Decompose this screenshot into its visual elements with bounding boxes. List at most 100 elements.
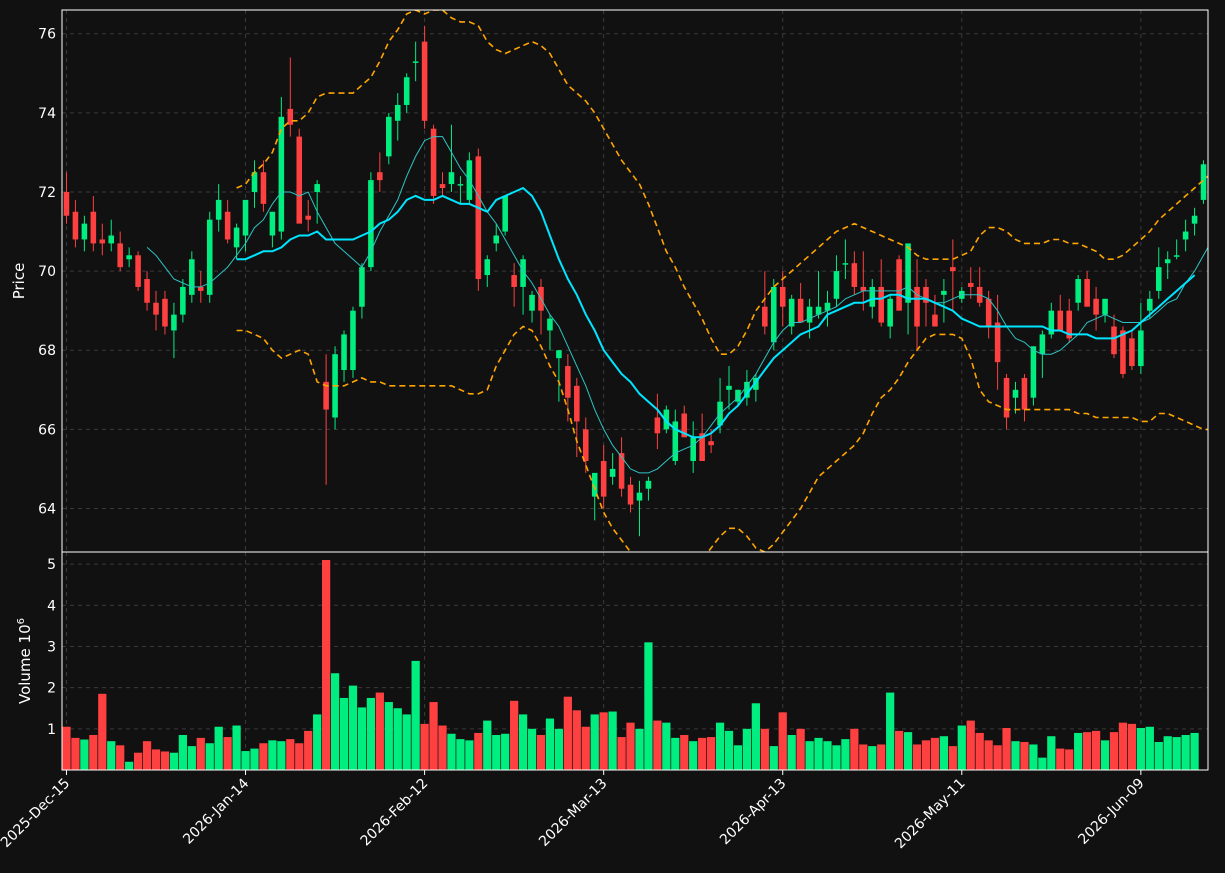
price-tick-label: 76 — [38, 27, 56, 43]
candle — [1021, 373, 1028, 422]
candle — [663, 405, 670, 434]
candle — [547, 314, 553, 351]
volume-bar — [1145, 726, 1154, 770]
candle — [341, 330, 347, 382]
candle-body — [1021, 377, 1028, 410]
candles — [63, 10, 1208, 552]
candle-body — [556, 350, 562, 359]
volume-bar — [1074, 732, 1083, 770]
volume-bar — [662, 722, 671, 770]
candle-body — [726, 385, 732, 390]
candle-body — [350, 310, 356, 371]
candle — [788, 294, 795, 335]
candle-body — [269, 211, 276, 236]
volume-bar — [787, 735, 796, 770]
candle — [323, 354, 329, 485]
volume-bar — [366, 697, 376, 770]
volume-bar — [635, 728, 644, 770]
volume-bar — [751, 703, 760, 770]
volume-bar — [313, 714, 322, 770]
volume-bar — [501, 733, 510, 770]
candle-body — [1129, 338, 1135, 367]
candle-body — [654, 417, 661, 434]
candle — [529, 290, 535, 323]
candle-body — [770, 286, 777, 343]
candle — [1003, 373, 1010, 430]
price-tick-label: 68 — [38, 343, 56, 359]
volume-frame — [61, 551, 1209, 771]
candle-body — [314, 184, 320, 192]
candle-body — [260, 172, 267, 204]
volume-bar — [877, 744, 886, 770]
candle-body — [1173, 255, 1180, 257]
volume-bar — [850, 728, 859, 770]
candle-body — [502, 195, 508, 232]
volume-bar — [116, 745, 125, 770]
candle — [421, 25, 428, 129]
volume-bar — [680, 735, 689, 770]
volume-tick-label: 5 — [47, 557, 56, 573]
candle — [359, 263, 365, 319]
volume-bar — [89, 735, 98, 770]
candle-body — [797, 298, 804, 323]
candle — [215, 184, 222, 232]
candle-body — [1200, 164, 1207, 200]
candle — [582, 417, 589, 473]
volume-bar — [321, 560, 331, 770]
candle-body — [609, 468, 616, 477]
price-tick-label: 66 — [38, 422, 56, 438]
candle — [1182, 219, 1189, 252]
candle — [135, 251, 141, 291]
lower-band-line — [236, 325, 1208, 552]
volume-axis-label-exponent: 6 — [16, 618, 27, 624]
candle — [63, 172, 70, 224]
candle — [887, 294, 893, 339]
candle-body — [645, 480, 652, 489]
volume-bar — [1154, 742, 1163, 770]
ma-long-line — [236, 186, 1196, 439]
candle — [511, 263, 517, 307]
candle — [1084, 271, 1090, 307]
volume-bar — [214, 726, 223, 770]
candle-body — [153, 302, 159, 315]
candle — [403, 73, 410, 113]
candle-body — [1003, 377, 1010, 418]
candle-body — [806, 306, 813, 323]
volume-bar — [760, 728, 769, 770]
candle-body — [967, 282, 974, 287]
candle-body — [1111, 326, 1117, 355]
candle-body — [448, 172, 455, 185]
candle — [377, 152, 383, 192]
candle-body — [386, 116, 392, 157]
candle — [770, 279, 777, 351]
candle-body — [206, 219, 213, 295]
volume-bar — [554, 728, 564, 770]
candle-body — [117, 243, 123, 268]
candle — [1048, 302, 1055, 339]
candle-body — [180, 286, 186, 315]
candle-body — [574, 385, 580, 422]
candle-body — [242, 199, 249, 236]
volume-bar — [966, 720, 975, 770]
volume-bar — [1011, 741, 1020, 770]
candle-body — [1066, 310, 1073, 339]
candle-body — [1102, 298, 1108, 315]
candle-body — [753, 377, 759, 390]
candle — [350, 306, 356, 378]
volume-bar — [921, 740, 931, 770]
volume-bar — [1163, 736, 1172, 770]
candle-body — [788, 298, 795, 327]
candle-body — [529, 294, 535, 311]
candle-body — [672, 421, 679, 462]
candle — [1129, 330, 1135, 371]
volume-bar — [1127, 723, 1137, 770]
volume-bar — [151, 749, 161, 770]
candle-body — [162, 298, 168, 327]
volume-bar — [142, 741, 152, 770]
volume-bar — [393, 708, 402, 770]
volume-bar — [474, 732, 483, 770]
candle-body — [296, 136, 303, 224]
volume-bar — [1190, 732, 1199, 770]
candle — [842, 239, 849, 280]
